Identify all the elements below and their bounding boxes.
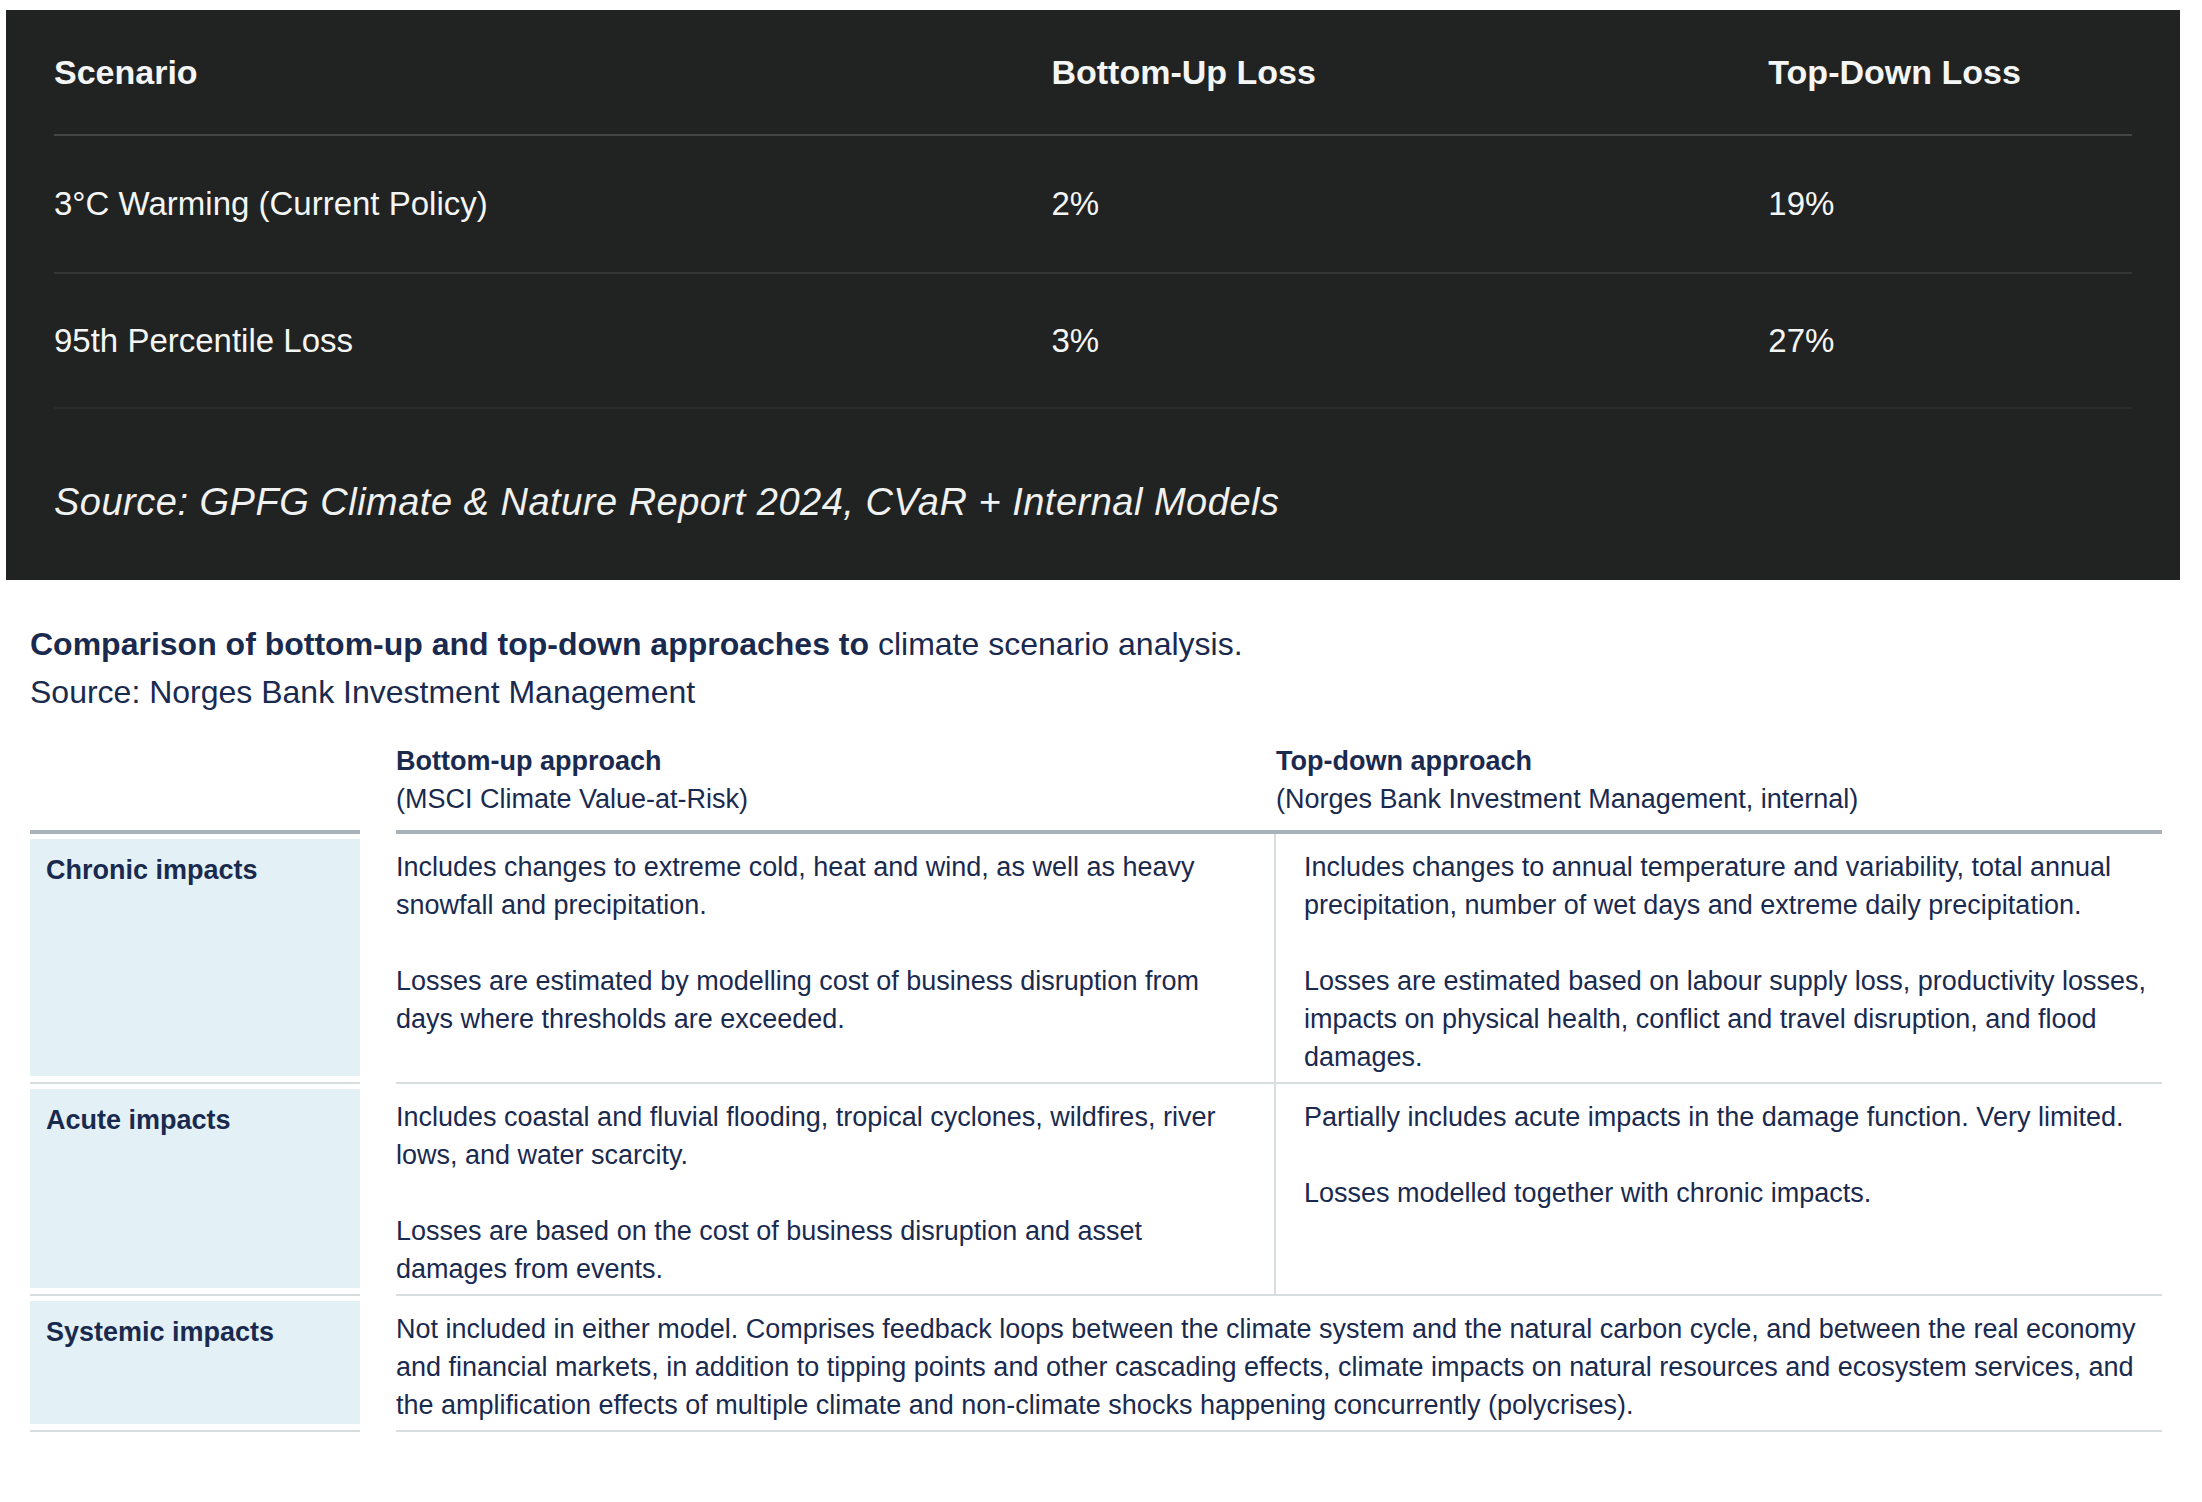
loss-col-header-bottom-up: Bottom-Up Loss: [1051, 53, 1768, 92]
bottom-up-approach-subtitle: (MSCI Climate Value-at-Risk): [396, 780, 1276, 818]
column-spacer: [360, 1296, 396, 1432]
caption-line: Comparison of bottom-up and top-down app…: [30, 620, 1243, 668]
acute-impacts-label: Acute impacts: [30, 1089, 360, 1288]
table-row-label-chronic: Chronic impacts: [30, 834, 360, 1084]
chronic-bottom-up-paragraph-2: Losses are estimated by modelling cost o…: [396, 962, 1248, 1038]
systemic-impacts-label: Systemic impacts: [30, 1301, 360, 1424]
figure-caption: Comparison of bottom-up and top-down app…: [30, 620, 1243, 716]
caption-regular-text: climate scenario analysis.: [869, 626, 1242, 662]
chronic-bottom-up-paragraph-1: Includes changes to extreme cold, heat a…: [396, 848, 1248, 924]
chronic-impacts-label: Chronic impacts: [30, 839, 360, 1076]
loss-table-header-row: Scenario Bottom-Up Loss Top-Down Loss: [54, 10, 2132, 136]
loss-row2-top-down-value: 27%: [1768, 322, 2132, 360]
column-spacer: [360, 742, 396, 834]
table-row: 3°C Warming (Current Policy) 2% 19%: [54, 136, 2132, 274]
comparison-header-bottom-up: Bottom-up approach (MSCI Climate Value-a…: [396, 742, 1276, 834]
loss-row2-bottom-up-value: 3%: [1051, 322, 1768, 360]
acute-top-down-cell: Partially includes acute impacts in the …: [1276, 1084, 2162, 1296]
comparison-header-empty-cell: [30, 742, 360, 834]
caption-source: Source: Norges Bank Investment Managemen…: [30, 668, 1243, 716]
loss-col-header-scenario: Scenario: [54, 53, 1051, 92]
loss-row1-top-down-value: 19%: [1768, 185, 2132, 223]
acute-top-down-paragraph-1: Partially includes acute impacts in the …: [1304, 1098, 2162, 1136]
column-spacer: [360, 1084, 396, 1296]
acute-top-down-paragraph-2: Losses modelled together with chronic im…: [1304, 1174, 2162, 1212]
comparison-header-top-down: Top-down approach (Norges Bank Investmen…: [1276, 742, 2162, 834]
table-row-label-acute: Acute impacts: [30, 1084, 360, 1296]
caption-bold-text: Comparison of bottom-up and top-down app…: [30, 626, 869, 662]
systemic-merged-cell: Not included in either model. Comprises …: [396, 1296, 2162, 1432]
chronic-bottom-up-cell: Includes changes to extreme cold, heat a…: [396, 834, 1276, 1084]
table-row: 95th Percentile Loss 3% 27%: [54, 274, 2132, 409]
chronic-top-down-paragraph-1: Includes changes to annual temperature a…: [1304, 848, 2162, 924]
column-spacer: [360, 834, 396, 1084]
loss-row1-scenario: 3°C Warming (Current Policy): [54, 185, 1051, 223]
loss-row1-bottom-up-value: 2%: [1051, 185, 1768, 223]
systemic-paragraph: Not included in either model. Comprises …: [396, 1310, 2162, 1424]
loss-col-header-top-down: Top-Down Loss: [1768, 53, 2132, 92]
chronic-top-down-cell: Includes changes to annual temperature a…: [1276, 834, 2162, 1084]
comparison-table: Bottom-up approach (MSCI Climate Value-a…: [30, 742, 2162, 1432]
chronic-top-down-paragraph-2: Losses are estimated based on labour sup…: [1304, 962, 2162, 1076]
top-down-approach-title: Top-down approach: [1276, 742, 2162, 780]
acute-bottom-up-cell: Includes coastal and fluvial flooding, t…: [396, 1084, 1276, 1296]
top-down-approach-subtitle: (Norges Bank Investment Management, inte…: [1276, 780, 2162, 818]
acute-bottom-up-paragraph-2: Losses are based on the cost of business…: [396, 1212, 1248, 1288]
loss-row2-scenario: 95th Percentile Loss: [54, 322, 1051, 360]
loss-table-source: Source: GPFG Climate & Nature Report 202…: [54, 481, 2132, 524]
acute-bottom-up-paragraph-1: Includes coastal and fluvial flooding, t…: [396, 1098, 1248, 1174]
bottom-up-approach-title: Bottom-up approach: [396, 742, 1276, 780]
loss-table-panel: Scenario Bottom-Up Loss Top-Down Loss 3°…: [6, 10, 2180, 580]
table-row-label-systemic: Systemic impacts: [30, 1296, 360, 1432]
